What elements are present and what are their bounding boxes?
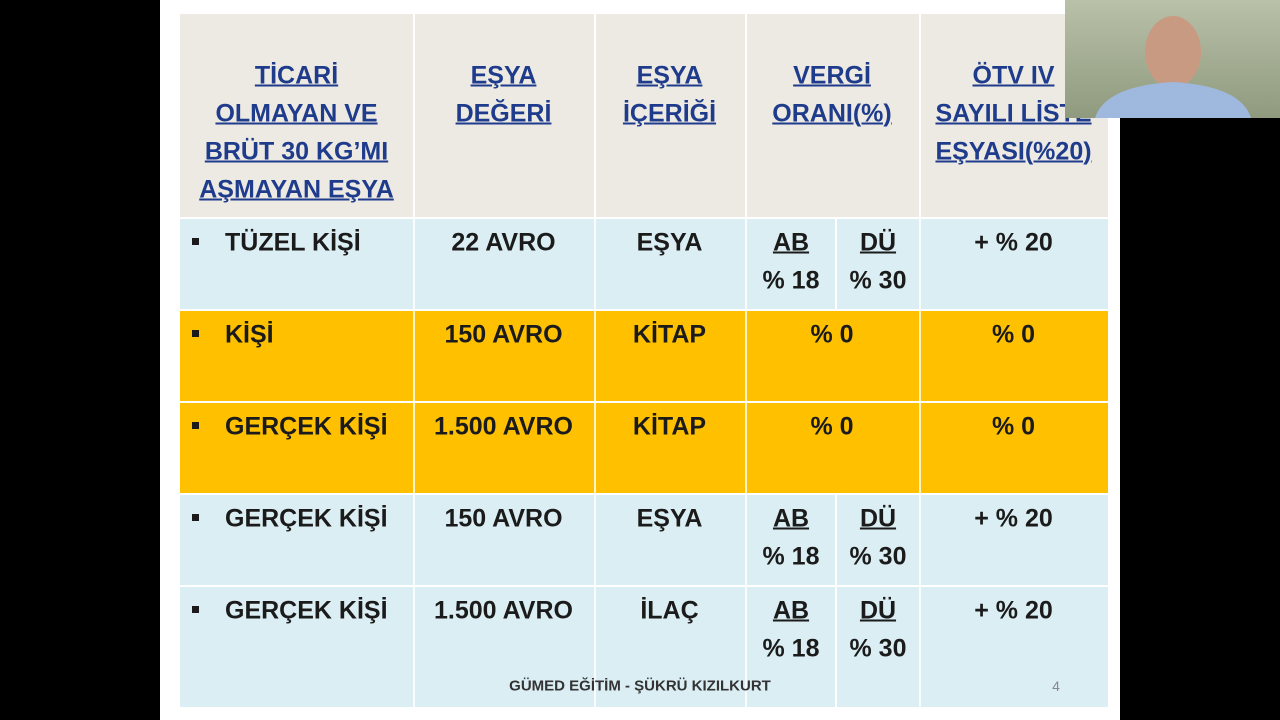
content: EŞYA xyxy=(636,228,703,257)
presenter xyxy=(1095,16,1251,118)
person: KİŞİ xyxy=(225,320,274,349)
column-divider xyxy=(413,403,415,493)
column-divider xyxy=(594,495,596,585)
header-text: DEĞERİ xyxy=(455,99,552,128)
column-divider xyxy=(919,311,921,401)
header-text: EŞYA xyxy=(636,61,703,90)
person: GERÇEK KİŞİ xyxy=(225,504,388,533)
content: EŞYA xyxy=(636,504,703,533)
tax-rate: % 18 xyxy=(762,542,820,571)
column-divider xyxy=(413,14,415,217)
column-divider xyxy=(413,311,415,401)
tax-rate: % 30 xyxy=(849,266,907,295)
column-divider xyxy=(919,219,921,309)
otv: + % 20 xyxy=(974,504,1053,533)
header-text: OLMAYAN VE xyxy=(215,99,378,128)
footer-text: GÜMED EĞİTİM - ŞÜKRÜ KIZILKURT xyxy=(509,677,771,695)
table-row xyxy=(180,587,1108,707)
tax-rate: % 18 xyxy=(762,266,820,295)
column-divider xyxy=(919,587,921,707)
header-text: VERGİ xyxy=(793,61,871,90)
header-text: ÖTV IV xyxy=(972,61,1055,90)
column-divider xyxy=(745,14,747,217)
header-text: BRÜT 30 KG’MI xyxy=(204,137,389,166)
column-divider xyxy=(919,403,921,493)
column-divider xyxy=(745,311,747,401)
bullet xyxy=(192,238,199,245)
tax-label: AB xyxy=(772,596,810,625)
bullet xyxy=(192,514,199,521)
tax-label: DÜ xyxy=(859,596,897,625)
tax-rate: % 30 xyxy=(849,634,907,663)
column-divider xyxy=(594,14,596,217)
column-divider xyxy=(745,587,747,707)
value: 22 AVRO xyxy=(451,228,556,257)
column-divider xyxy=(835,587,837,707)
content: KİTAP xyxy=(632,320,707,349)
column-divider xyxy=(919,495,921,585)
tax-rate: % 0 xyxy=(810,320,854,349)
tax-label: DÜ xyxy=(859,228,897,257)
column-divider xyxy=(413,495,415,585)
person: GERÇEK KİŞİ xyxy=(225,596,388,625)
page-number: 4 xyxy=(1052,678,1060,694)
column-divider xyxy=(745,495,747,585)
tax-label: DÜ xyxy=(859,504,897,533)
person: GERÇEK KİŞİ xyxy=(225,412,388,441)
header-text: İÇERİĞİ xyxy=(622,99,717,128)
bullet xyxy=(192,422,199,429)
person: TÜZEL KİŞİ xyxy=(225,228,361,257)
content: KİTAP xyxy=(632,412,707,441)
otv: % 0 xyxy=(991,412,1036,441)
header-text: EŞYA xyxy=(470,61,537,90)
column-divider xyxy=(835,495,837,585)
table-row xyxy=(180,495,1108,585)
header-text: ORANI(%) xyxy=(772,99,892,128)
value: 150 AVRO xyxy=(444,504,563,533)
bullet xyxy=(192,330,199,337)
tax-rate: % 18 xyxy=(762,634,820,663)
otv: + % 20 xyxy=(974,228,1053,257)
value: 1.500 AVRO xyxy=(434,596,573,625)
otv: + % 20 xyxy=(974,596,1053,625)
column-divider xyxy=(745,219,747,309)
value: 150 AVRO xyxy=(444,320,563,349)
header-text: TİCARİ xyxy=(254,61,339,90)
column-divider xyxy=(919,14,921,217)
header-text: AŞMAYAN EŞYA xyxy=(199,175,394,204)
tax-label: AB xyxy=(772,504,810,533)
bullet xyxy=(192,606,199,613)
column-divider xyxy=(745,403,747,493)
tax-rate: % 30 xyxy=(849,542,907,571)
content: İLAÇ xyxy=(640,596,699,625)
column-divider xyxy=(594,219,596,309)
otv: % 0 xyxy=(991,320,1036,349)
header-row xyxy=(180,14,1108,217)
column-divider xyxy=(835,219,837,309)
header-text: EŞYASI(%20) xyxy=(935,137,1092,166)
webcam-video xyxy=(1065,0,1280,118)
value: 1.500 AVRO xyxy=(434,412,573,441)
column-divider xyxy=(594,587,596,707)
table-row xyxy=(180,403,1108,493)
column-divider xyxy=(594,403,596,493)
tax-label: AB xyxy=(772,228,810,257)
column-divider xyxy=(413,219,415,309)
table-row xyxy=(180,311,1108,401)
tax-rate: % 0 xyxy=(810,412,854,441)
column-divider xyxy=(413,587,415,707)
column-divider xyxy=(594,311,596,401)
table-row xyxy=(180,219,1108,309)
